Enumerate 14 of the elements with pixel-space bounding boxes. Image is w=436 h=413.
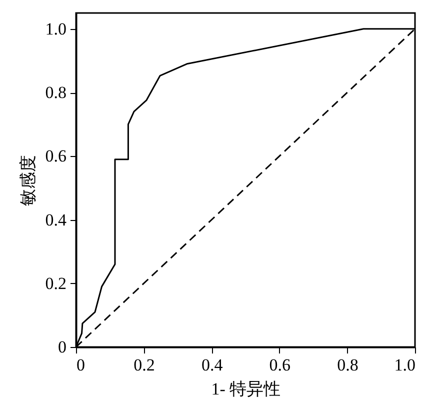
x-tick-label: 1.0 (394, 356, 416, 374)
y-tick-label: 1.0 (45, 19, 66, 38)
y-tick-label: 0 (58, 338, 66, 356)
y-tick-label: 0.4 (45, 210, 67, 230)
y-axis-title: 敏感度 (18, 155, 38, 206)
x-tick-label: 0.2 (134, 356, 155, 374)
x-axis-title: 1- 特异性 (211, 380, 281, 398)
y-tick-label: 0.2 (45, 274, 66, 293)
y-tick-label: 0.8 (45, 83, 66, 102)
x-tick-label: 0 (76, 356, 85, 374)
x-tick-label: 0.6 (269, 356, 291, 374)
y-tick-label: 0.6 (45, 146, 66, 166)
x-tick-label: 0.8 (337, 356, 358, 374)
x-tick-label: 0.4 (201, 356, 224, 374)
